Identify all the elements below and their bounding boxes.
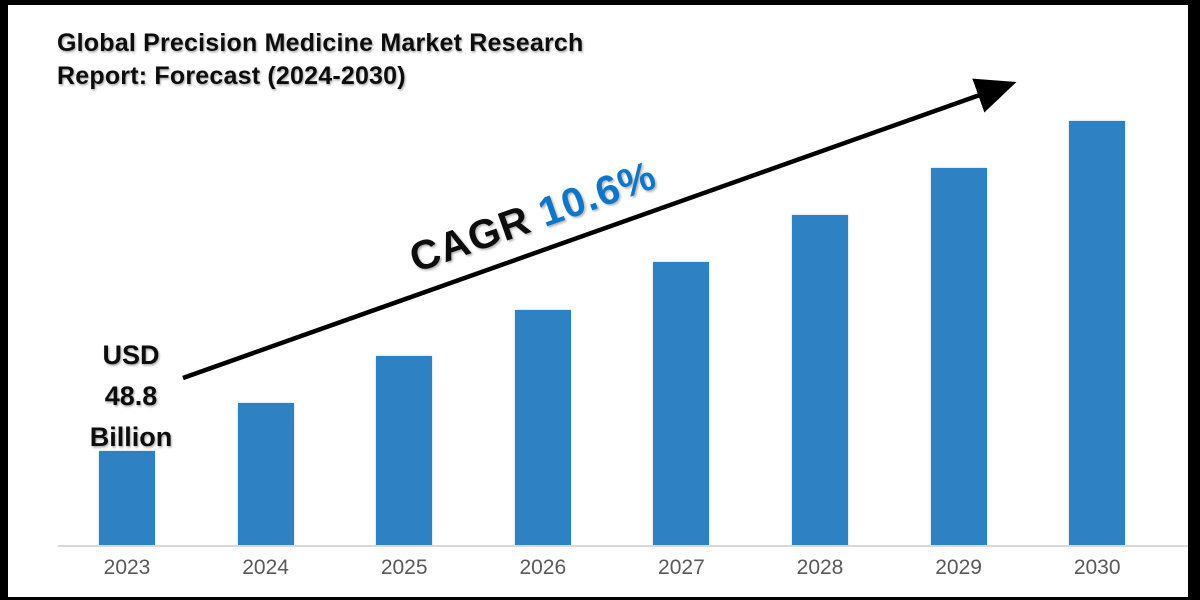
x-axis-label-2029: 2029 bbox=[935, 556, 982, 579]
bar-2024 bbox=[237, 403, 294, 546]
bar-2026 bbox=[514, 310, 571, 546]
bar-2027 bbox=[653, 262, 710, 546]
bar-2023 bbox=[99, 451, 155, 546]
x-axis-label-2030: 2030 bbox=[1073, 556, 1121, 579]
cagr-prefix-text: CAGR bbox=[403, 196, 537, 282]
x-axis-label-2027: 2027 bbox=[658, 556, 705, 579]
chart-title: Global Precision Medicine Market Researc… bbox=[57, 27, 583, 93]
cagr-value-text: 10.6% bbox=[532, 151, 663, 236]
first-bar-value-line-3: Billion bbox=[89, 422, 173, 452]
bar-2025 bbox=[376, 356, 433, 546]
first-bar-value-line-1: USD bbox=[102, 340, 160, 370]
x-axis-label-2026: 2026 bbox=[519, 556, 567, 579]
cagr-annotation: CAGR10.6% bbox=[404, 152, 663, 282]
bar-2029 bbox=[930, 168, 987, 546]
first-bar-value-line-2: 48.8 bbox=[104, 381, 158, 411]
x-axis-label-2024: 2024 bbox=[242, 556, 289, 579]
bar-2028 bbox=[792, 215, 848, 546]
x-axis-label-2028: 2028 bbox=[796, 556, 844, 579]
chart-title-line-2: Report: Forecast (2024-2030) bbox=[57, 62, 406, 90]
x-axis-line bbox=[58, 545, 1188, 547]
chart-title-line-1: Global Precision Medicine Market Researc… bbox=[57, 29, 584, 57]
bar-2030 bbox=[1069, 121, 1126, 546]
x-axis-label-2023: 2023 bbox=[103, 556, 151, 579]
growth-trend-arrow bbox=[182, 78, 1017, 381]
first-bar-value-label: USD 48.8 Billion bbox=[66, 335, 196, 458]
x-axis-label-2025: 2025 bbox=[380, 556, 428, 579]
chart-canvas: Global Precision Medicine Market Researc… bbox=[8, 5, 1188, 597]
